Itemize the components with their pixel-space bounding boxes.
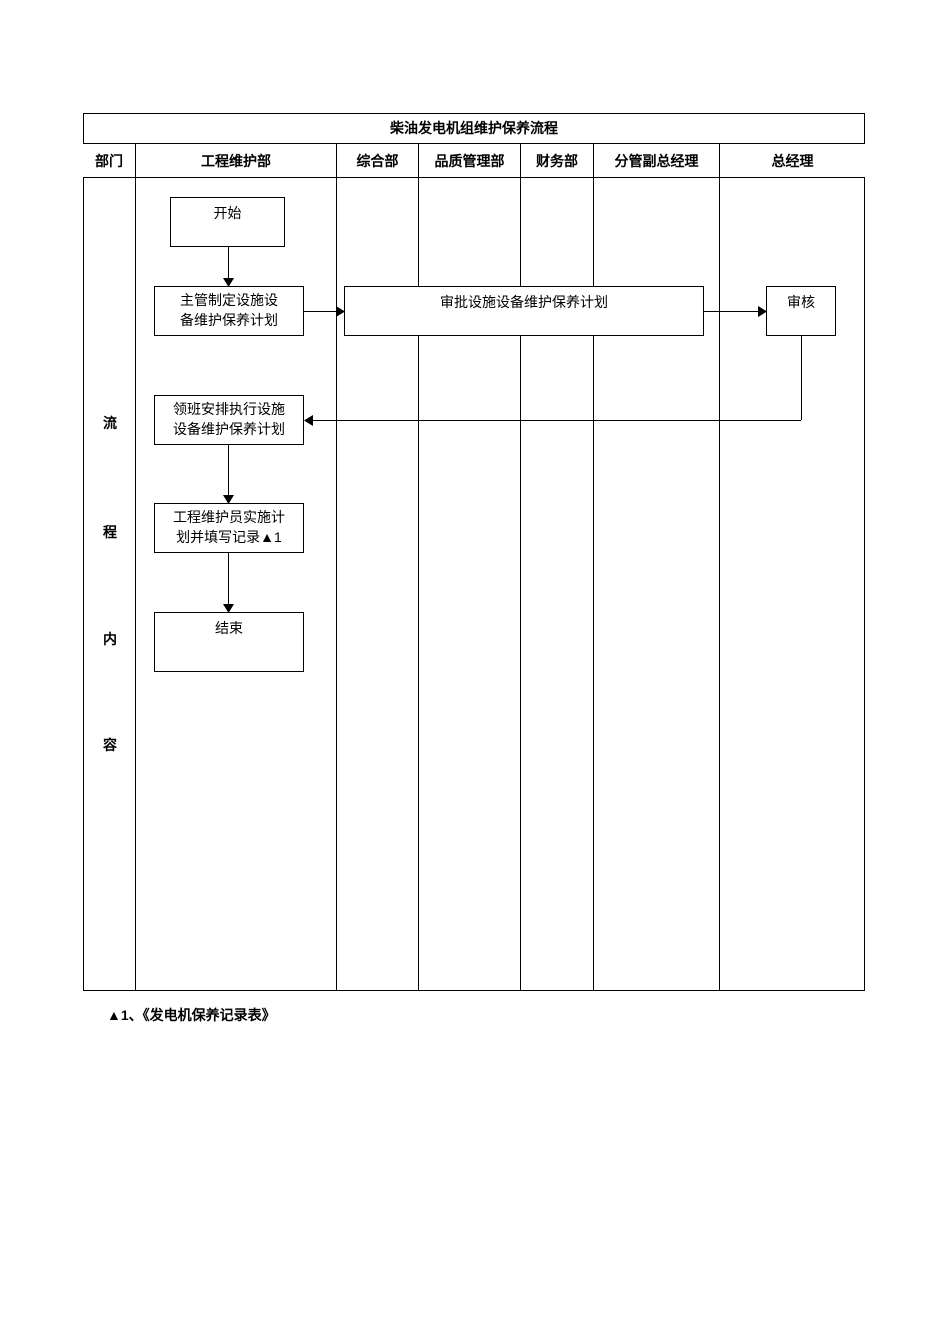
- header-col-3: 品质管理部: [418, 143, 520, 177]
- lane-div-0: [135, 177, 136, 991]
- footnote: ▲1、《发电机保养记录表》: [107, 1005, 276, 1025]
- header-col-5: 分管副总经理: [593, 143, 719, 177]
- lane-div-1: [336, 177, 337, 991]
- body-top-border: [83, 177, 865, 178]
- header-col-2: 综合部: [336, 143, 418, 177]
- node-audit: 审核: [766, 286, 836, 336]
- arrow-down-icon: [223, 495, 234, 504]
- edge-audit-down: [801, 336, 802, 420]
- edge-plan-approve: [304, 311, 339, 312]
- header-col-4: 财务部: [520, 143, 593, 177]
- header-col-6: 总经理: [719, 143, 865, 177]
- row-label-3: 容: [103, 735, 117, 755]
- arrow-right-icon: [758, 306, 767, 317]
- arrow-right-icon: [336, 306, 345, 317]
- edge-approve-audit: [704, 311, 761, 312]
- diagram-title: 柴油发电机组维护保养流程: [83, 113, 865, 143]
- edge-exec-end: [228, 553, 229, 607]
- row-label-2: 内: [103, 629, 117, 649]
- node-plan: 主管制定设施设 备维护保养计划: [154, 286, 304, 336]
- header-col-1: 工程维护部: [135, 143, 336, 177]
- arrow-down-icon: [223, 278, 234, 287]
- node-exec: 工程维护员实施计 划并填写记录▲1: [154, 503, 304, 553]
- arrow-left-icon: [304, 415, 313, 426]
- arrow-down-icon: [223, 604, 234, 613]
- node-end: 结束: [154, 612, 304, 672]
- row-label-0: 流: [103, 413, 117, 433]
- edge-start-plan: [228, 247, 229, 281]
- node-start: 开始: [170, 197, 285, 247]
- header-col-0: 部门: [83, 143, 135, 177]
- row-label-1: 程: [103, 522, 117, 542]
- node-approve: 审批设施设备维护保养计划: [344, 286, 704, 336]
- edge-arrange-exec: [228, 445, 229, 498]
- lane-div-5: [719, 177, 720, 991]
- node-arrange: 领班安排执行设施 设备维护保养计划: [154, 395, 304, 445]
- edge-audit-left: [309, 420, 801, 421]
